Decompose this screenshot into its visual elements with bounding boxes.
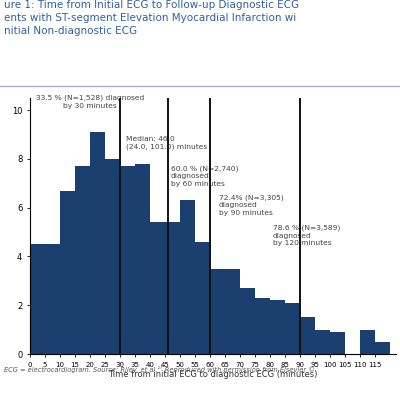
Bar	[60, 191, 75, 354]
Bar	[90, 132, 105, 354]
Text: 33.5 % (N=1,528) diagnosed
by 30 minutes: 33.5 % (N=1,528) diagnosed by 30 minutes	[36, 95, 144, 109]
Bar	[360, 330, 375, 354]
Bar	[150, 222, 165, 354]
Bar	[375, 342, 390, 354]
Text: 60.0 % (N=2,740)
diagnosed
by 60 minutes: 60.0 % (N=2,740) diagnosed by 60 minutes	[171, 165, 238, 186]
Bar	[135, 164, 150, 354]
Text: Median: 46.0
(24.0, 101.0) minutes: Median: 46.0 (24.0, 101.0) minutes	[126, 136, 207, 150]
Bar	[270, 300, 285, 354]
Bar	[105, 159, 120, 354]
Bar	[225, 269, 240, 354]
Bar	[285, 303, 300, 354]
Bar	[240, 288, 255, 354]
Text: 72.4% (N=3,305)
diagnosed
by 90 minutes: 72.4% (N=3,305) diagnosed by 90 minutes	[219, 194, 284, 216]
Text: ure 1: Time from Initial ECG to Follow-up Diagnostic ECG
ents with ST-segment El: ure 1: Time from Initial ECG to Follow-u…	[4, 0, 299, 36]
Bar	[180, 200, 195, 354]
Bar	[45, 244, 60, 354]
Bar	[330, 332, 345, 354]
Bar	[165, 222, 180, 354]
Bar	[300, 318, 315, 354]
Text: 78.6 % (N=3,589)
diagnosed
by 120 minutes: 78.6 % (N=3,589) diagnosed by 120 minute…	[273, 225, 340, 246]
Bar	[255, 298, 270, 354]
Bar	[75, 166, 90, 354]
Text: ECG = electrocardiogram. Source: Riley, et al.¹⁷ Reproduced with permission from: ECG = electrocardiogram. Source: Riley, …	[4, 366, 315, 373]
X-axis label: Time from initial ECG to diagnostic ECG (minutes): Time from initial ECG to diagnostic ECG …	[108, 370, 318, 380]
Bar	[120, 166, 135, 354]
Bar	[315, 330, 330, 354]
Bar	[195, 242, 210, 354]
Bar	[30, 244, 45, 354]
Bar	[210, 269, 225, 354]
